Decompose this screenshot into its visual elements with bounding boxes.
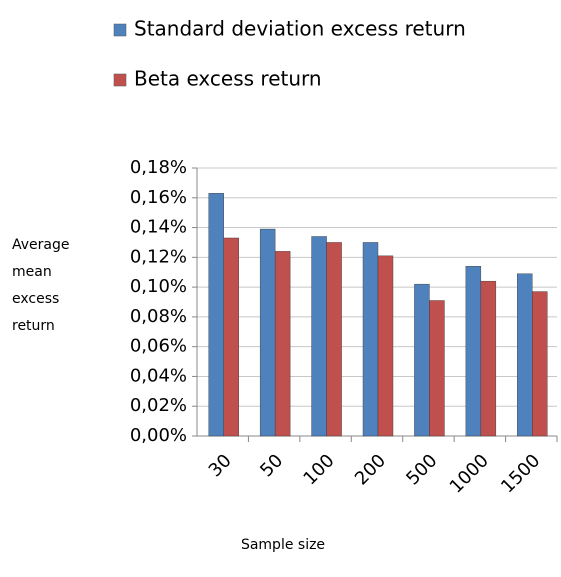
bar [223, 237, 239, 437]
y-tick-label: 0,02% [130, 395, 187, 416]
bar [414, 283, 430, 437]
legend-swatch [113, 23, 127, 37]
y-tick-label: 0,04% [130, 365, 187, 386]
bar [326, 242, 342, 437]
legend-label: Standard deviation excess return [134, 17, 466, 41]
legend-swatch [113, 73, 127, 87]
bar [532, 291, 548, 437]
x-tick-label: 1000 [446, 450, 493, 497]
legend-label: Beta excess return [134, 67, 322, 91]
y-axis-title: Average mean excess return [12, 237, 70, 334]
y-tick-label: 0,14% [130, 217, 187, 238]
y-tick-label: 0,18% [130, 157, 187, 178]
x-tick-label: 1500 [497, 450, 544, 497]
x-axis-title: Sample size [241, 537, 325, 553]
bar [480, 280, 497, 437]
x-tick-label: 30 [205, 450, 236, 481]
x-tick-label: 200 [351, 450, 390, 489]
bar [362, 242, 379, 437]
bar [465, 266, 482, 437]
y-tick-label: 0,08% [130, 306, 187, 327]
y-tick-label: 0,00% [130, 425, 187, 446]
y-tick-label: 0,16% [130, 187, 187, 208]
x-tick-label: 50 [256, 450, 287, 481]
bar [429, 300, 445, 437]
bar [517, 273, 533, 437]
bar [208, 193, 224, 437]
y-tick-label: 0,06% [130, 336, 187, 357]
x-tick-label: 100 [299, 450, 338, 489]
bar [259, 228, 276, 437]
bar [377, 255, 394, 437]
y-tick-label: 0,10% [130, 276, 187, 297]
x-tick-label: 500 [402, 450, 441, 489]
y-tick-label: 0,12% [130, 246, 187, 267]
bar [311, 236, 327, 437]
bar [274, 251, 291, 437]
